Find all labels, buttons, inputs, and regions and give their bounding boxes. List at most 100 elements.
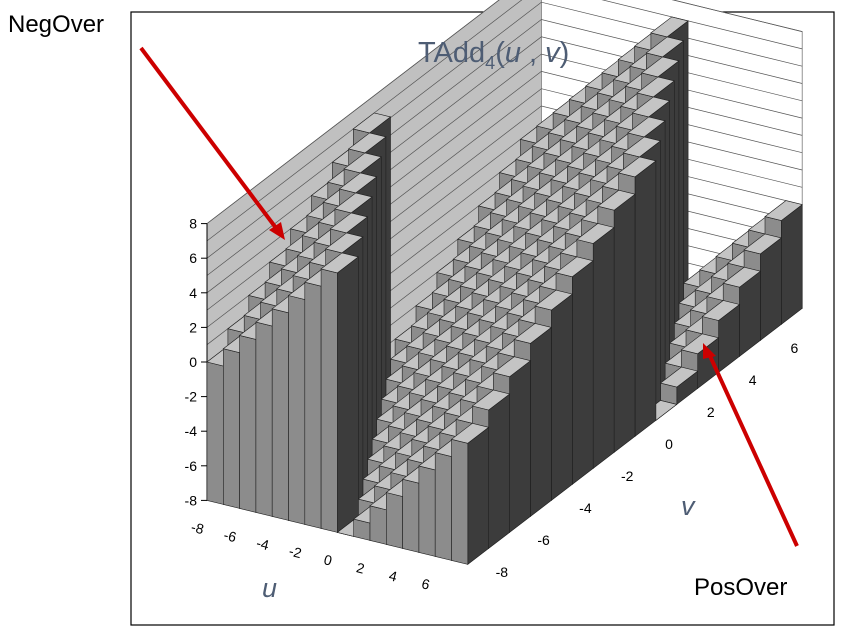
bar-front-face [223,348,240,509]
z-tick-label: -6 [185,458,198,474]
bar-top-face [471,389,511,411]
bar-top-face [450,422,490,444]
bar-top-face [492,356,532,378]
bar [659,366,699,406]
x-tick-label: -4 [255,535,271,554]
bar-top-face [338,172,378,194]
bar-top-face [329,212,369,234]
bar-front-face [369,505,387,545]
z-tick-label: 6 [189,250,197,266]
z-tick-label: -4 [185,423,198,439]
posover-arrow [708,355,799,547]
y-tick-label: -8 [496,564,509,580]
bar-front-face [239,335,257,513]
bar-top-face [513,323,553,344]
bar-top-face [343,152,382,174]
y-tick-label: -2 [621,468,634,484]
bar-side-face [592,226,615,470]
z-tick-label: 0 [189,354,197,370]
negover-arrow [139,46,278,230]
bar-front-face [288,295,306,525]
bar-front-face [434,452,452,561]
chart-title: TAdd4(u , v) [418,37,569,73]
posover-label: PosOver [694,574,787,601]
y-tick-label: 4 [749,372,757,388]
bar-top-face [764,200,803,221]
bar-top-face [555,256,594,278]
bar-side-face [571,260,594,486]
y-axis-label: v [681,491,696,521]
bar-top-face [627,116,666,138]
z-tick-label: 4 [189,285,197,301]
y-tick-label: -6 [537,532,550,548]
y-tick-label: -4 [579,500,592,516]
z-tick-label: -2 [185,389,198,405]
bar-front-face [206,361,224,505]
bar-top-face [348,132,387,154]
bar-top-face [534,289,573,311]
bars [206,16,803,566]
bar-side-face [488,393,510,550]
x-tick-label: 4 [387,567,399,584]
y-tick-label: 2 [707,404,715,420]
bar [320,252,359,534]
x-tick-label: 2 [355,559,367,576]
z-tick-label: 2 [189,319,197,335]
gridline [206,0,803,242]
x-tick-label: -6 [222,527,238,546]
bar-front-face [304,281,322,529]
bar-top-face [636,76,675,98]
bar-top-face [631,96,671,118]
bar-side-face [530,326,552,518]
bar-top-face [320,252,359,274]
negover-arrowhead [269,222,285,240]
bar [450,422,490,566]
bar-top-face [618,156,657,178]
bar-top-face [622,136,662,158]
bar-top-face [334,192,373,214]
gridline [206,0,803,224]
bar-top-face [645,36,685,58]
bar-front-face [402,478,420,553]
x-axis-label: u [262,573,277,603]
bar-top-face [576,223,615,244]
bar-side-face [551,293,573,502]
posover-arrowhead [703,343,716,359]
tick-labels: 8 6 4 2 0 -2 -4 -6 -8 -8 -6 -4 -2 0 2 4 6 -8 -6 -4 -2 0 2 4 6 [185,216,799,593]
bar-front-face [451,438,469,565]
z-tick-label: -8 [185,492,198,508]
bar-front-face [255,321,273,517]
z-tick-label: 8 [189,216,197,232]
x-tick-label: -2 [287,543,303,562]
bar-top-face [325,232,364,254]
bar-top-face [352,112,392,134]
bar-front-face [320,268,338,533]
gridline [206,1,803,259]
x-tick-label: 6 [420,575,432,592]
bar-front-face [418,465,436,557]
bar-top-face [659,366,699,388]
bar-side-face [634,160,657,438]
negover-label: NegOver [8,11,104,38]
bar-front-face [385,492,403,549]
bar-top-face [743,233,782,255]
bar-side-face [467,426,490,566]
x-tick-label: 0 [322,551,334,568]
bar-side-face [509,360,531,534]
bar-side-face [780,203,803,326]
bar-top-face [650,16,689,38]
bar-top-face [680,333,720,355]
y-tick-label: 6 [791,340,799,356]
bar-top-face [722,266,762,288]
bar-top-face [701,300,741,321]
bar-top-face [641,56,680,78]
bar-side-face [613,193,636,454]
plot-frame [130,11,835,626]
bar-top-face [597,189,636,211]
bar-front-face [271,308,289,521]
x-tick-label: -8 [190,519,206,538]
y-tick-label: 0 [665,436,673,452]
bar-side-face [337,256,359,534]
bar-side-face [760,237,782,342]
